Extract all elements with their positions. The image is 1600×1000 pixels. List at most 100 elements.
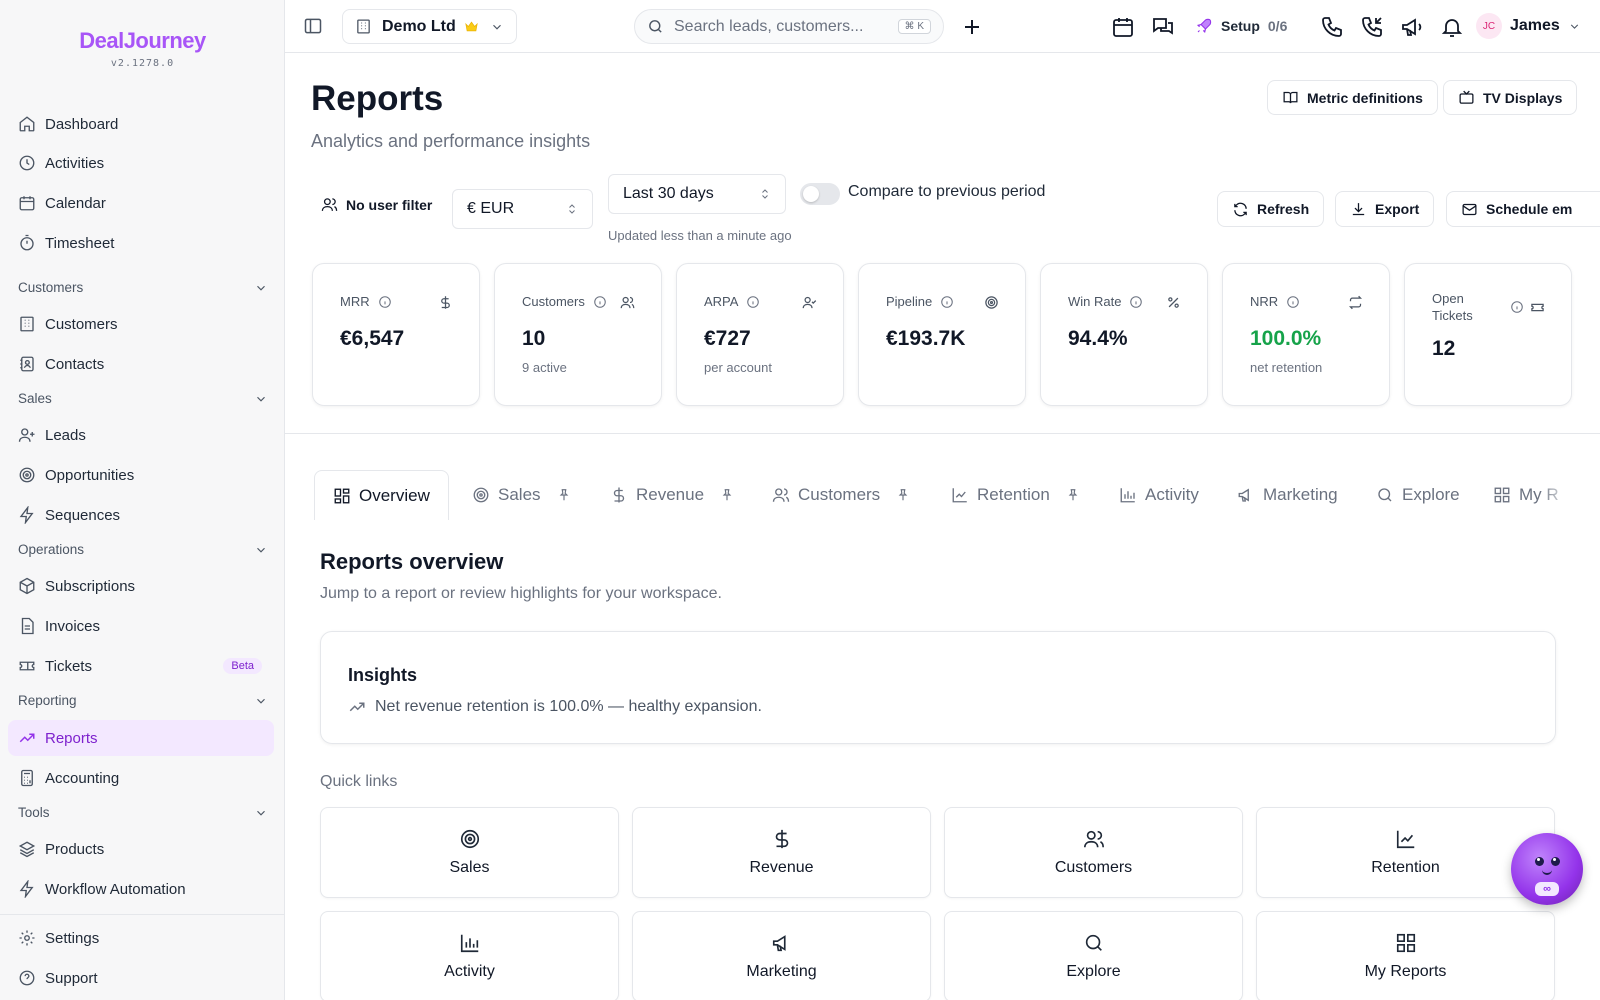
info-icon[interactable]: [1286, 295, 1300, 309]
incoming-calls-button[interactable]: [1360, 15, 1384, 39]
sidebar-item-calendar[interactable]: Calendar: [8, 185, 274, 221]
global-search-input[interactable]: Search leads, customers... ⌘ K: [634, 9, 944, 44]
quick-link-sales[interactable]: Sales: [320, 807, 619, 898]
sidebar-item-timesheet[interactable]: Timesheet: [8, 225, 274, 261]
compare-toggle[interactable]: [800, 183, 840, 205]
info-icon[interactable]: [1510, 300, 1524, 314]
info-icon[interactable]: [593, 295, 607, 309]
info-icon[interactable]: [746, 295, 760, 309]
sidebar-item-label: Dashboard: [45, 115, 119, 133]
calendar-button[interactable]: [1111, 15, 1135, 39]
user-filter-button[interactable]: No user filter: [321, 196, 432, 213]
quick-link-marketing[interactable]: Marketing: [632, 911, 931, 1000]
megaphone-icon: [1402, 18, 1422, 36]
sidebar-item-customers[interactable]: Customers: [8, 306, 274, 342]
brand[interactable]: DealJourney v2.1278.0: [0, 28, 285, 69]
sidebar-item-label: Leads: [45, 426, 86, 444]
metric-card-mrr[interactable]: MRR €6,547: [312, 263, 480, 406]
quick-link-customers[interactable]: Customers: [944, 807, 1243, 898]
schedule-email-button[interactable]: Schedule em: [1446, 191, 1600, 227]
sidebar-item-leads[interactable]: Leads: [8, 417, 274, 453]
tv-displays-button[interactable]: TV Displays: [1443, 80, 1578, 115]
tab-explore[interactable]: Explore: [1376, 470, 1460, 520]
create-new-button[interactable]: [960, 15, 984, 39]
tab-my-reports[interactable]: My R: [1493, 470, 1571, 520]
metric-card-pipeline[interactable]: Pipeline €193.7K: [858, 263, 1026, 406]
sidebar-item-tickets[interactable]: Tickets Beta: [8, 648, 274, 684]
setup-progress-button[interactable]: Setup 0/6: [1195, 17, 1287, 35]
sidebar-item-opportunities[interactable]: Opportunities: [8, 457, 274, 493]
quick-link-my-reports[interactable]: My Reports: [1256, 911, 1555, 1000]
overview-title: Reports overview: [320, 549, 504, 574]
button-label: Refresh: [1257, 201, 1310, 217]
metric-card-open-tickets[interactable]: Open Tickets 12: [1404, 263, 1572, 406]
sidebar-section-customers[interactable]: Customers: [18, 280, 268, 295]
brand-logo[interactable]: DealJourney: [79, 28, 206, 53]
tab-revenue[interactable]: Revenue: [610, 470, 734, 520]
sidebar-item-workflow-automation[interactable]: Workflow Automation: [8, 871, 274, 907]
sidebar-item-sequences[interactable]: Sequences: [8, 497, 274, 533]
info-icon[interactable]: [940, 295, 954, 309]
section-label: Reporting: [18, 693, 77, 708]
sidebar-item-reports[interactable]: Reports: [8, 720, 274, 756]
info-icon[interactable]: [1129, 295, 1143, 309]
pin-icon[interactable]: [1066, 488, 1080, 502]
quick-link-activity[interactable]: Activity: [320, 911, 619, 1000]
sidebar-item-subscriptions[interactable]: Subscriptions: [8, 568, 274, 604]
tab-activity[interactable]: Activity: [1119, 470, 1199, 520]
sidebar-item-label: Accounting: [45, 769, 120, 787]
notifications-button[interactable]: [1440, 15, 1464, 39]
phone-button[interactable]: [1320, 15, 1344, 39]
assistant-bot-button[interactable]: ∞: [1511, 833, 1583, 905]
metric-card-nrr[interactable]: NRR 100.0% net retention: [1222, 263, 1390, 406]
metric-card-arpa[interactable]: ARPA €727 per account: [676, 263, 844, 406]
sidebar-section-tools[interactable]: Tools: [18, 805, 268, 820]
tab-marketing[interactable]: Marketing: [1237, 470, 1338, 520]
metric-card-win-rate[interactable]: Win Rate 94.4%: [1040, 263, 1208, 406]
announcements-button[interactable]: [1400, 15, 1424, 39]
pin-icon[interactable]: [720, 488, 734, 502]
refresh-button[interactable]: Refresh: [1217, 191, 1325, 227]
export-button[interactable]: Export: [1335, 191, 1435, 227]
tab-label: Retention: [977, 485, 1050, 504]
sidebar-item-settings[interactable]: Settings: [8, 920, 274, 956]
currency-select[interactable]: € EUR: [452, 189, 593, 229]
workspace-switcher[interactable]: Demo Ltd: [342, 9, 517, 44]
messages-button[interactable]: [1151, 15, 1175, 39]
tab-sales[interactable]: Sales: [472, 470, 571, 520]
metric-definitions-button[interactable]: Metric definitions: [1267, 80, 1438, 115]
users-icon: [772, 488, 790, 502]
sidebar-item-invoices[interactable]: Invoices: [8, 608, 274, 644]
info-icon[interactable]: [378, 295, 392, 309]
user-menu[interactable]: JC James: [1476, 13, 1581, 39]
sidebar-item-contacts[interactable]: Contacts: [8, 346, 274, 382]
chevron-up-down-icon: [762, 189, 768, 199]
chevron-up-down-icon: [569, 204, 575, 214]
pin-icon[interactable]: [557, 488, 571, 502]
sidebar-item-support[interactable]: Support: [8, 960, 274, 996]
metric-card-customers[interactable]: Customers 10 9 active: [494, 263, 662, 406]
metric-subtext: 9 active: [522, 360, 567, 375]
sidebar-item-dashboard[interactable]: Dashboard: [8, 106, 274, 142]
tab-label: Customers: [798, 485, 881, 504]
date-range-select[interactable]: Last 30 days: [608, 174, 786, 214]
sidebar-item-accounting[interactable]: Accounting: [8, 760, 274, 796]
sidebar-section-operations[interactable]: Operations: [18, 542, 268, 557]
quick-link-explore[interactable]: Explore: [944, 911, 1243, 1000]
book-open-icon: [1283, 91, 1298, 104]
tab-retention[interactable]: Retention: [951, 470, 1080, 520]
tab-overview[interactable]: Overview: [314, 470, 449, 520]
pin-icon[interactable]: [896, 488, 910, 502]
setup-count: 0/6: [1267, 18, 1288, 34]
sidebar-section-sales[interactable]: Sales: [18, 391, 268, 406]
sidebar-item-activities[interactable]: Activities: [8, 145, 274, 181]
sidebar-item-products[interactable]: Products: [8, 831, 274, 867]
sidebar-divider: [0, 914, 285, 915]
tab-customers[interactable]: Customers: [772, 470, 910, 520]
insight-text: Net revenue retention is 100.0% — health…: [375, 698, 762, 715]
quick-link-retention[interactable]: Retention: [1256, 807, 1555, 898]
lightning-icon: [19, 880, 34, 898]
sidebar-toggle-button[interactable]: [303, 16, 323, 36]
quick-link-revenue[interactable]: Revenue: [632, 807, 931, 898]
sidebar-section-reporting[interactable]: Reporting: [18, 693, 268, 708]
